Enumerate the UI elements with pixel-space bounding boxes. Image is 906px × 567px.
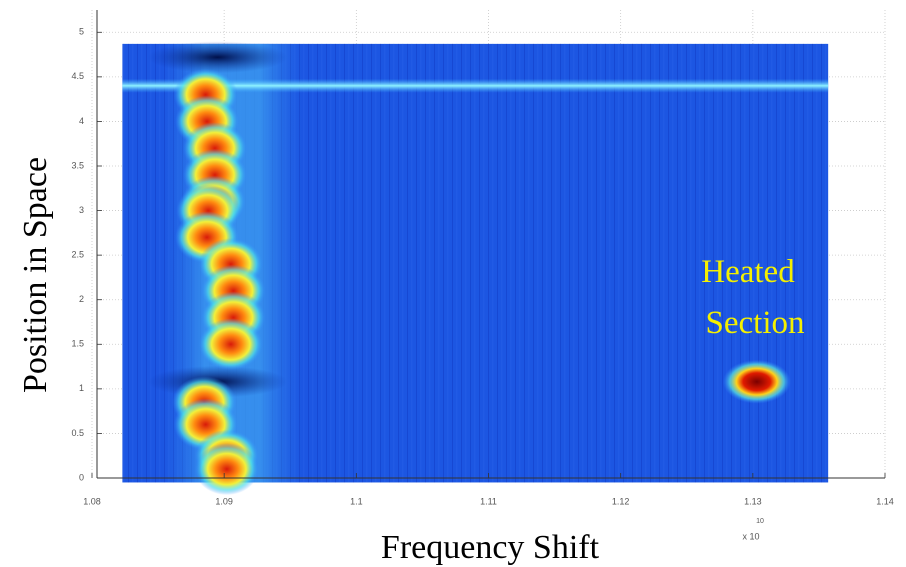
- x-tick-label: 1.09: [215, 496, 233, 506]
- y-tick-label: 4: [79, 116, 84, 126]
- annotation: Section: [706, 305, 805, 341]
- y-tick-label: 3.5: [71, 160, 84, 170]
- x-tick-label: 1.14: [876, 496, 894, 506]
- y-tick-label: 2.5: [71, 250, 84, 260]
- x-tick-label: 1.12: [612, 496, 630, 506]
- x-axis-label: Frequency Shift: [381, 529, 600, 566]
- x-multiplier: x 10: [742, 531, 759, 541]
- x-tick-label: 1.13: [744, 496, 762, 506]
- peak: [198, 318, 263, 371]
- y-tick-label: 0: [79, 472, 84, 482]
- x-tick-label: 1.08: [83, 496, 101, 506]
- y-tick-label: 1.5: [71, 339, 84, 349]
- axes: 0 0.5 1 1.5 2 2.5 3 3.5 4 4.5 5 1.08 1.09 1.1 1.11 1.12…: [71, 10, 894, 506]
- y-tick-label: 4.5: [71, 71, 84, 81]
- annotation: Heated: [701, 254, 795, 290]
- y-tick-label: 3: [79, 205, 84, 215]
- y-tick-label: 5: [79, 27, 84, 37]
- y-tick-label: 2: [79, 294, 84, 304]
- x-multiplier-exponent: 10: [756, 518, 764, 525]
- y-axis-label: Position in Space: [17, 157, 54, 393]
- heatmap: [122, 41, 829, 496]
- dark-spot: [147, 41, 288, 74]
- x-tick-label: 1.1: [350, 496, 363, 506]
- x-tick-label: 1.11: [480, 496, 497, 506]
- peak: [194, 443, 259, 496]
- bright-line: [122, 78, 829, 93]
- y-tick-label: 1: [79, 383, 84, 393]
- y-tick-label: 0.5: [71, 428, 84, 438]
- peak: [722, 359, 791, 404]
